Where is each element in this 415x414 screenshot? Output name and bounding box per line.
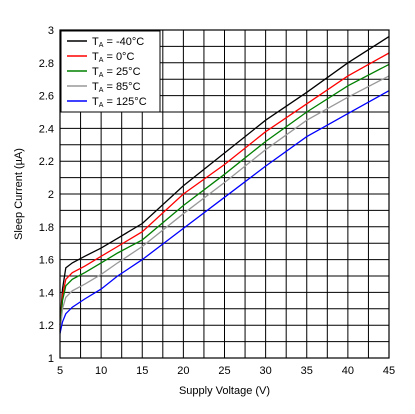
y-tick-label: 1 — [48, 353, 54, 365]
y-tick-label: 2.6 — [39, 91, 54, 103]
y-tick-label: 2 — [48, 189, 54, 201]
legend: TA = -40°C TA = 0°C TA = 25°C TA = 85°C TA =… — [60, 30, 161, 113]
series-line-1 — [59, 52, 390, 331]
series-line-2 — [59, 63, 390, 332]
x-tick-label: 5 — [57, 365, 63, 377]
y-axis-title: Sleep Current (µA) — [13, 148, 25, 240]
series-line-3 — [59, 75, 390, 334]
x-tick-label: 30 — [260, 365, 272, 377]
x-tick-label: 10 — [95, 365, 107, 377]
x-tick-label: 40 — [342, 365, 354, 377]
x-tick-label: 20 — [177, 365, 189, 377]
y-tick-label: 3 — [48, 25, 54, 37]
plot-frame — [59, 29, 390, 359]
legend-label-4: TA = 125°C — [92, 96, 147, 109]
y-tick-label: 1.2 — [39, 320, 54, 332]
legend-label-0: TA = -40°C — [92, 36, 144, 49]
legend-label-1: TA = 0°C — [92, 51, 134, 64]
y-tick-label: 1.6 — [39, 255, 54, 267]
series-line-0 — [59, 36, 390, 326]
y-tick-label: 2.8 — [39, 58, 54, 70]
x-tick-label: 45 — [383, 365, 395, 377]
x-axis-title: Supply Voltage (V) — [179, 385, 270, 397]
x-tick-label: 15 — [136, 365, 148, 377]
y-tick-label: 2.2 — [39, 156, 54, 168]
legend-label-3: TA = 85°C — [92, 81, 141, 94]
series-lines — [59, 36, 390, 334]
y-tick-label: 1.4 — [39, 287, 54, 299]
y-tick-label: 1.8 — [39, 222, 54, 234]
y-tick-label: 2.4 — [39, 123, 54, 135]
series-line-4 — [59, 90, 390, 334]
x-tick-label: 25 — [218, 365, 230, 377]
legend-label-2: TA = 25°C — [92, 66, 141, 79]
x-tick-label: 35 — [301, 365, 313, 377]
tick-labels: 5 10 15 20 25 30 35 40 45 1 1.2 1.4 1.6 1.8 2 2.2 2.4 2.6… — [39, 25, 395, 377]
